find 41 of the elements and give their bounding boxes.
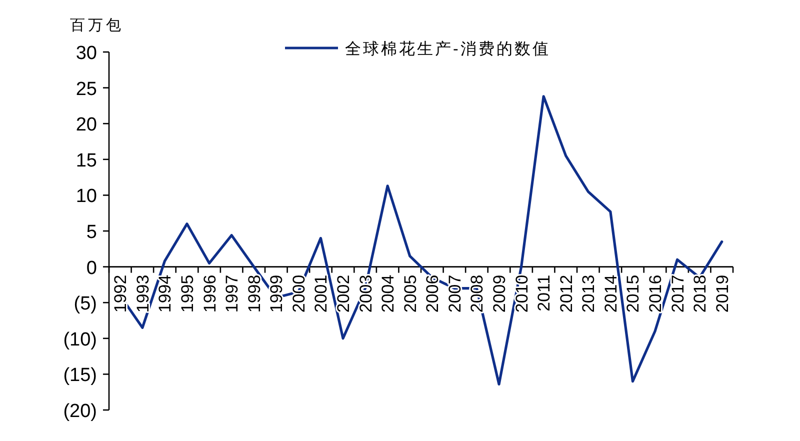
x-tick-label: 2018 — [690, 274, 710, 313]
x-tick-label: 2019 — [712, 274, 732, 313]
y-tick-label: 5 — [86, 222, 97, 243]
x-tick-label: 2004 — [378, 274, 398, 313]
x-tick-label: 2007 — [445, 274, 464, 313]
x-tick-label: 2016 — [646, 274, 665, 313]
legend-label: 全球棉花生产-消费的数值 — [345, 40, 550, 58]
y-tick-label: (10) — [63, 329, 97, 350]
x-tick-label: 2013 — [579, 274, 598, 313]
x-tick-label: 2014 — [601, 274, 620, 313]
y-tick-label: (5) — [74, 294, 97, 315]
x-tick-label: 2005 — [400, 274, 420, 313]
y-tick-label: 15 — [76, 150, 97, 172]
x-tick-label: 2010 — [512, 274, 532, 313]
y-tick-label: 25 — [76, 78, 97, 100]
y-tick-label: 20 — [76, 114, 97, 136]
x-tick-label: 1996 — [200, 274, 220, 313]
x-tick-label: 2011 — [534, 274, 554, 312]
y-axis-title: 百万包 — [70, 17, 124, 34]
x-tick-label: 2015 — [624, 274, 643, 313]
y-tick-label: 30 — [76, 43, 97, 64]
x-tick-label: 2003 — [356, 274, 376, 313]
x-tick-label: 1994 — [156, 274, 175, 313]
x-tick-label: 2006 — [423, 274, 442, 313]
x-tick-label: 1999 — [267, 274, 286, 313]
x-tick-label: 2009 — [490, 274, 509, 313]
x-tick-label: 2008 — [468, 274, 487, 313]
x-tick-label: 1995 — [178, 274, 197, 313]
x-tick-label: 1992 — [111, 274, 130, 313]
y-tick-label: (15) — [63, 365, 97, 386]
y-tick-label: 0 — [86, 258, 97, 279]
x-tick-label: 1997 — [222, 274, 242, 313]
x-tick-label: 2017 — [668, 274, 688, 313]
y-tick-label: 10 — [76, 186, 97, 208]
x-tick-label: 1998 — [244, 274, 264, 313]
x-tick-label: 2001 — [312, 274, 331, 313]
y-tick-label: (20) — [63, 401, 97, 422]
x-tick-label: 2000 — [289, 274, 308, 313]
x-tick-label: 2002 — [334, 274, 353, 313]
x-tick-label: 1993 — [133, 274, 152, 313]
x-tick-label: 2012 — [556, 274, 576, 313]
